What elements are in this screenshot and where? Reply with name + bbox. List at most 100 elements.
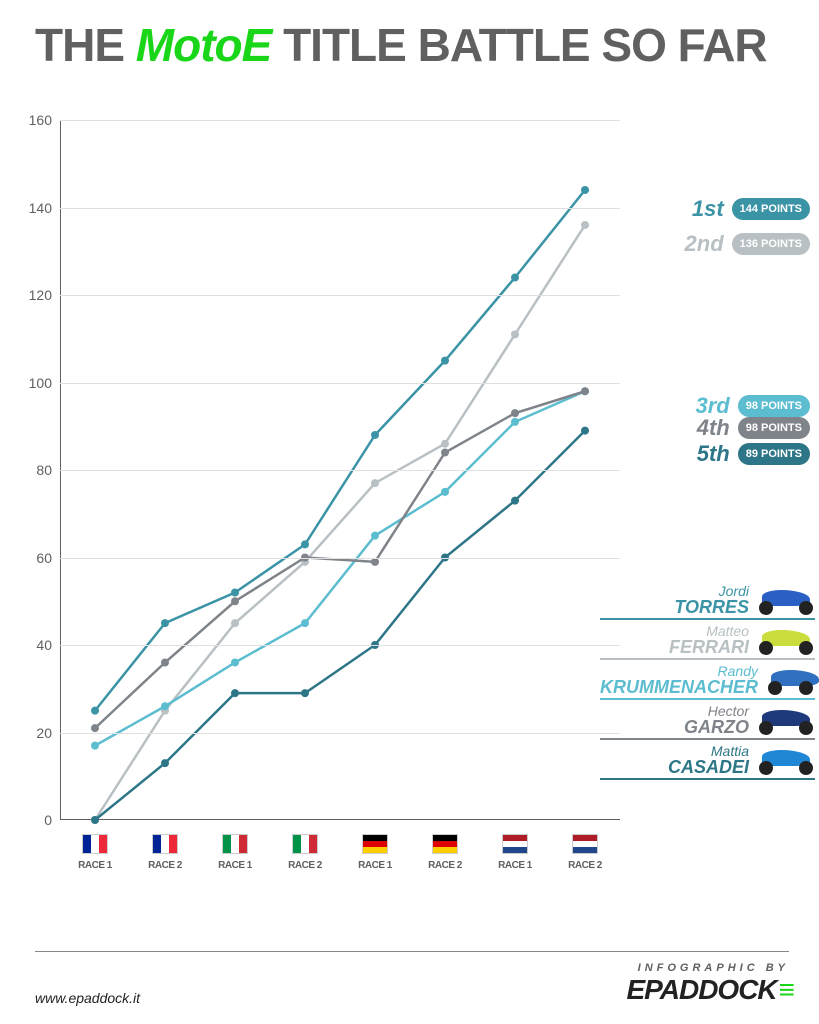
x-tick-label: RACE 1 <box>60 860 130 871</box>
series-marker <box>301 689 309 697</box>
grid-line <box>60 645 620 646</box>
series-marker <box>441 488 449 496</box>
series-marker <box>91 724 99 732</box>
x-tick-label: RACE 2 <box>270 860 340 871</box>
x-tick: RACE 2 <box>270 834 340 871</box>
series-marker <box>231 597 239 605</box>
flag-icon <box>152 834 178 854</box>
y-tick-label: 160 <box>29 112 52 128</box>
series-marker <box>301 619 309 627</box>
flag-icon <box>502 834 528 854</box>
grid-line <box>60 733 620 734</box>
x-tick: RACE 1 <box>60 834 130 871</box>
y-tick-label: 20 <box>36 725 52 741</box>
motorcycle-icon <box>757 585 815 615</box>
x-tick-label: RACE 1 <box>480 860 550 871</box>
title-post: TITLE BATTLE SO FAR <box>271 19 766 71</box>
rider-name: HectorGARZO <box>684 704 749 736</box>
x-tick: RACE 2 <box>410 834 480 871</box>
series-line <box>95 225 585 820</box>
standing-row: 5th89 POINTS <box>640 441 810 467</box>
x-tick-label: RACE 2 <box>410 860 480 871</box>
x-tick: RACE 1 <box>340 834 410 871</box>
flag-icon <box>82 834 108 854</box>
standing-row: 2nd136 POINTS <box>640 231 810 257</box>
motorcycle-icon <box>757 625 815 655</box>
series-marker <box>91 742 99 750</box>
series-marker <box>511 409 519 417</box>
x-tick-label: RACE 1 <box>340 860 410 871</box>
grid-line <box>60 120 620 121</box>
x-tick-label: RACE 2 <box>550 860 620 871</box>
rider-name: MatteoFERRARI <box>669 624 749 656</box>
series-marker <box>371 431 379 439</box>
series-marker <box>581 221 589 229</box>
footer: www.epaddock.it INFOGRAPHIC BY EPADDOCK≡ <box>35 951 789 1006</box>
rider-row: RandyKRUMMENACHER <box>600 660 815 700</box>
grid-line <box>60 470 620 471</box>
grid-line <box>60 208 620 209</box>
x-tick-label: RACE 2 <box>130 860 200 871</box>
motorcycle-icon <box>766 665 815 695</box>
series-marker <box>161 659 169 667</box>
title-highlight: MotoE <box>136 19 272 71</box>
series-marker <box>231 689 239 697</box>
motorcycle-icon <box>757 745 815 775</box>
rider-row: JordiTORRES <box>600 580 815 620</box>
x-tick-label: RACE 1 <box>200 860 270 871</box>
x-tick: RACE 1 <box>480 834 550 871</box>
y-tick-label: 40 <box>36 637 52 653</box>
y-tick-label: 80 <box>36 462 52 478</box>
series-marker <box>231 619 239 627</box>
credit-logo: EPADDOCK≡ <box>626 974 789 1006</box>
logo-bars-icon: ≡ <box>779 974 789 1005</box>
y-tick-label: 120 <box>29 287 52 303</box>
series-marker <box>161 759 169 767</box>
series-marker <box>161 619 169 627</box>
series-marker <box>581 186 589 194</box>
series-line <box>95 391 585 728</box>
rider-name: MattiaCASADEI <box>668 744 749 776</box>
series-marker <box>301 540 309 548</box>
x-tick: RACE 2 <box>550 834 620 871</box>
series-marker <box>371 479 379 487</box>
series-marker <box>231 659 239 667</box>
flag-icon <box>432 834 458 854</box>
rider-row: MatteoFERRARI <box>600 620 815 660</box>
credit-label: INFOGRAPHIC BY <box>626 962 789 974</box>
series-marker <box>371 558 379 566</box>
x-axis-labels: RACE 1RACE 2RACE 1RACE 2RACE 1RACE 2RACE… <box>60 834 620 871</box>
points-badge: 144 POINTS <box>732 198 810 220</box>
grid-line <box>60 383 620 384</box>
riders-legend: JordiTORRES MatteoFERRARI RandyKRUMMENACHE… <box>600 580 815 780</box>
series-marker <box>511 274 519 282</box>
series-marker <box>231 589 239 597</box>
x-tick: RACE 1 <box>200 834 270 871</box>
title-pre: THE <box>35 19 136 71</box>
series-marker <box>371 532 379 540</box>
flag-icon <box>362 834 388 854</box>
series-line <box>95 391 585 745</box>
rider-name: RandyKRUMMENACHER <box>600 664 758 696</box>
position-label: 1st <box>692 196 724 222</box>
series-line <box>95 190 585 711</box>
y-tick-label: 60 <box>36 550 52 566</box>
rider-name: JordiTORRES <box>674 584 749 616</box>
series-marker <box>511 418 519 426</box>
points-badge: 98 POINTS <box>738 417 810 439</box>
footer-url: www.epaddock.it <box>35 990 140 1006</box>
series-marker <box>91 816 99 824</box>
rider-row: HectorGARZO <box>600 700 815 740</box>
page-title: THE MotoE TITLE BATTLE SO FAR <box>35 18 767 72</box>
y-tick-label: 140 <box>29 200 52 216</box>
series-marker <box>511 497 519 505</box>
standing-row: 4th98 POINTS <box>640 415 810 441</box>
line-chart: 020406080100120140160 <box>60 120 620 820</box>
position-label: 2nd <box>685 231 724 257</box>
grid-line <box>60 558 620 559</box>
series-marker <box>581 387 589 395</box>
position-label: 5th <box>697 441 730 467</box>
series-marker <box>581 427 589 435</box>
series-marker <box>441 357 449 365</box>
flag-icon <box>222 834 248 854</box>
